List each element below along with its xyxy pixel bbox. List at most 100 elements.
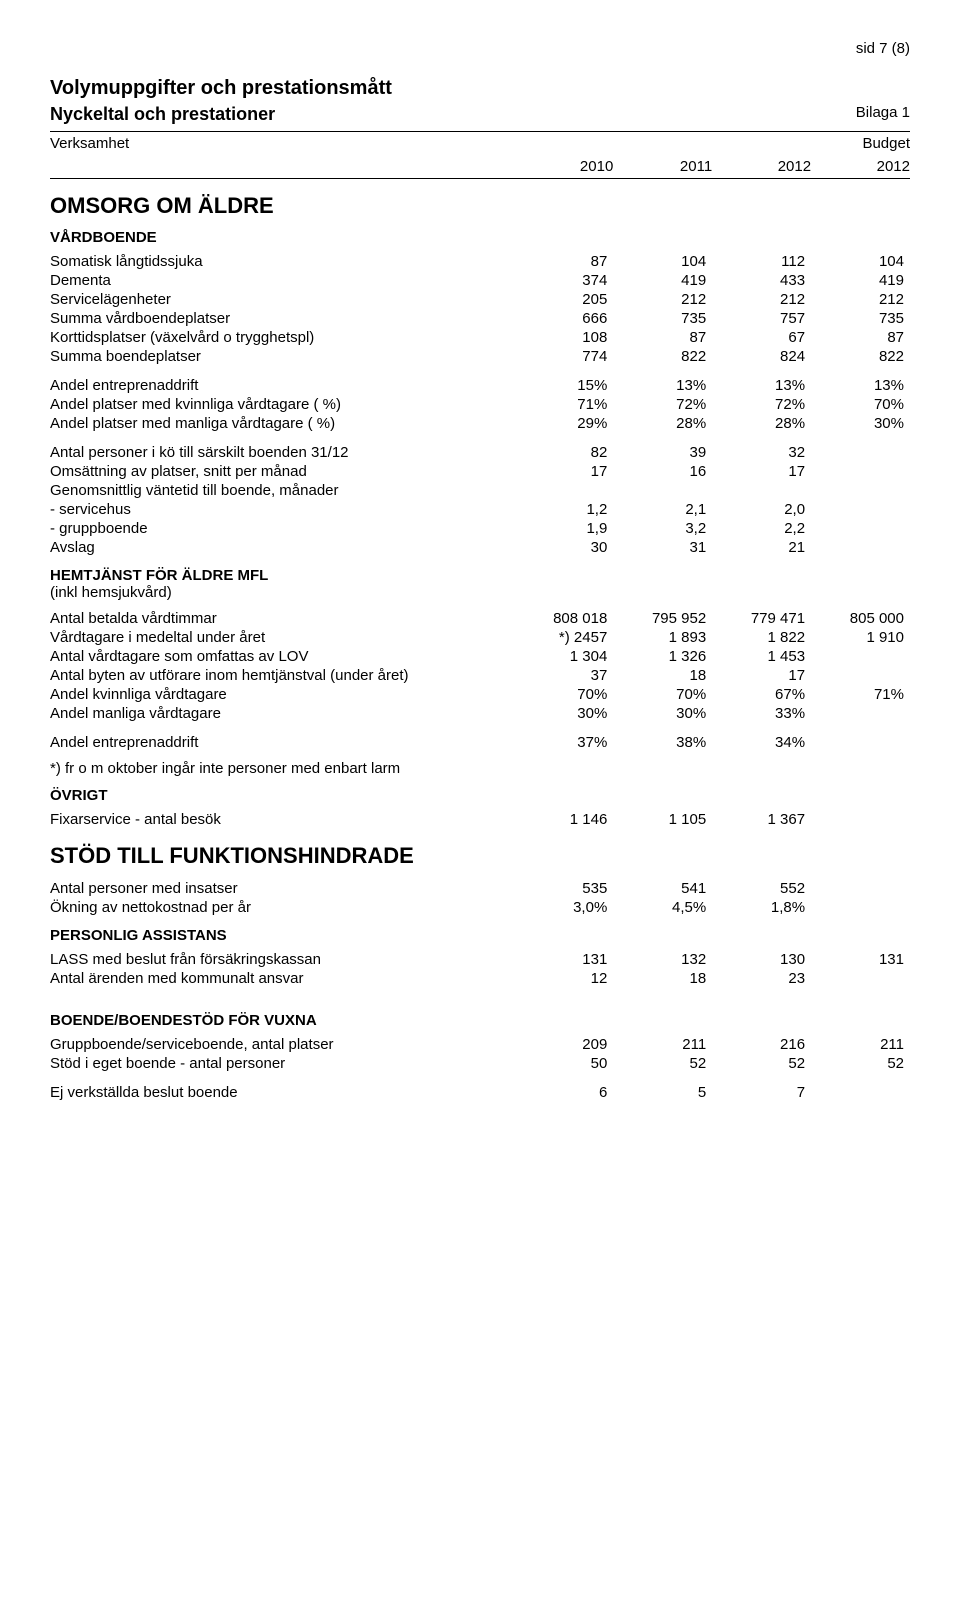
row-label: Gruppboende/serviceboende, antal platser	[50, 1035, 514, 1054]
cell: 1 367	[712, 810, 811, 829]
page-number: sid 7 (8)	[50, 40, 910, 57]
cell: 757	[712, 309, 811, 328]
row-label: Antal ärenden med kommunalt ansvar	[50, 969, 514, 988]
row-label: Stöd i eget boende - antal personer	[50, 1054, 514, 1073]
cell: 1 105	[613, 810, 712, 829]
row-label: Summa vårdboendeplatser	[50, 309, 514, 328]
cell: 2,1	[613, 500, 712, 519]
cell: 30%	[811, 414, 910, 433]
header-table: Verksamhet Budget 2010 2011 2012 2012	[50, 131, 910, 179]
cell	[811, 810, 910, 829]
cell: 37	[514, 666, 613, 685]
cell: 32	[712, 443, 811, 462]
cell: 18	[613, 969, 712, 988]
sub-vardboende: VÅRDBOENDE	[50, 229, 910, 246]
row-label: Antal vårdtagare som omfattas av LOV	[50, 647, 514, 666]
cell: 666	[514, 309, 613, 328]
cell: 70%	[811, 395, 910, 414]
cell: 212	[613, 290, 712, 309]
cell: 779 471	[712, 609, 811, 628]
cell: 13%	[712, 376, 811, 395]
cell: 50	[514, 1054, 613, 1073]
cell: 28%	[712, 414, 811, 433]
row-label: Andel manliga vårdtagare	[50, 704, 514, 723]
cell: 822	[613, 347, 712, 366]
row-label: Antal personer i kö till särskilt boende…	[50, 443, 514, 462]
header-budget: Budget	[811, 132, 910, 156]
row-label: Dementa	[50, 271, 514, 290]
cell: 34%	[712, 733, 811, 752]
row-label: Antal betalda vårdtimmar	[50, 609, 514, 628]
cell	[811, 1083, 910, 1102]
cell	[514, 481, 613, 500]
row-label: Servicelägenheter	[50, 290, 514, 309]
cell	[811, 733, 910, 752]
row-label: Andel entreprenaddrift	[50, 733, 514, 752]
cell: 808 018	[514, 609, 613, 628]
cell	[811, 500, 910, 519]
cell: 17	[712, 666, 811, 685]
cell: 39	[613, 443, 712, 462]
cell: 132	[613, 950, 712, 969]
row-label: - gruppboende	[50, 519, 514, 538]
cell: 209	[514, 1035, 613, 1054]
cell: 1 910	[811, 628, 910, 647]
row-label: Summa boendeplatser	[50, 347, 514, 366]
cell: 212	[811, 290, 910, 309]
cell: 735	[613, 309, 712, 328]
cell: 30%	[613, 704, 712, 723]
cell: 211	[613, 1035, 712, 1054]
header-y3: 2012	[712, 155, 811, 179]
cell: 52	[712, 1054, 811, 1073]
cell: 71%	[811, 685, 910, 704]
row-label: Somatisk långtidssjuka	[50, 252, 514, 271]
cell: 23	[712, 969, 811, 988]
cell: 67	[712, 328, 811, 347]
cell: 4,5%	[613, 898, 712, 917]
cell: 17	[514, 462, 613, 481]
table-boende: Gruppboende/serviceboende, antal platser…	[50, 1035, 910, 1102]
row-label: Genomsnittlig väntetid till boende, måna…	[50, 481, 514, 500]
cell: 205	[514, 290, 613, 309]
cell: 15%	[514, 376, 613, 395]
cell: 70%	[613, 685, 712, 704]
cell: 131	[514, 950, 613, 969]
row-label: Avslag	[50, 538, 514, 557]
section-omsorg: OMSORG OM ÄLDRE	[50, 193, 910, 219]
cell: 3,2	[613, 519, 712, 538]
cell: 805 000	[811, 609, 910, 628]
cell: 28%	[613, 414, 712, 433]
row-label: Vårdtagare i medeltal under året	[50, 628, 514, 647]
cell: 795 952	[613, 609, 712, 628]
cell: 30%	[514, 704, 613, 723]
cell	[811, 462, 910, 481]
cell	[811, 647, 910, 666]
cell: 824	[712, 347, 811, 366]
cell	[811, 969, 910, 988]
cell: 67%	[712, 685, 811, 704]
cell: 419	[613, 271, 712, 290]
row-label: - servicehus	[50, 500, 514, 519]
cell: 541	[613, 879, 712, 898]
cell	[811, 666, 910, 685]
cell: 211	[811, 1035, 910, 1054]
cell: 31	[613, 538, 712, 557]
cell: 1,2	[514, 500, 613, 519]
cell	[712, 481, 811, 500]
cell: 130	[712, 950, 811, 969]
cell: 72%	[613, 395, 712, 414]
subtitle: Nyckeltal och prestationer	[50, 104, 275, 125]
cell: 17	[712, 462, 811, 481]
header-y4: 2012	[811, 155, 910, 179]
cell: 18	[613, 666, 712, 685]
cell: 552	[712, 879, 811, 898]
cell: 72%	[712, 395, 811, 414]
sub-ovrigt: ÖVRIGT	[50, 787, 910, 804]
cell: 112	[712, 252, 811, 271]
cell: 216	[712, 1035, 811, 1054]
cell: 104	[613, 252, 712, 271]
sub-hemtjanst: HEMTJÄNST FÖR ÄLDRE MFL	[50, 567, 910, 584]
cell: 1,9	[514, 519, 613, 538]
cell: 13%	[613, 376, 712, 395]
table-vardboende: Somatisk långtidssjuka87104112104 Dement…	[50, 252, 910, 557]
